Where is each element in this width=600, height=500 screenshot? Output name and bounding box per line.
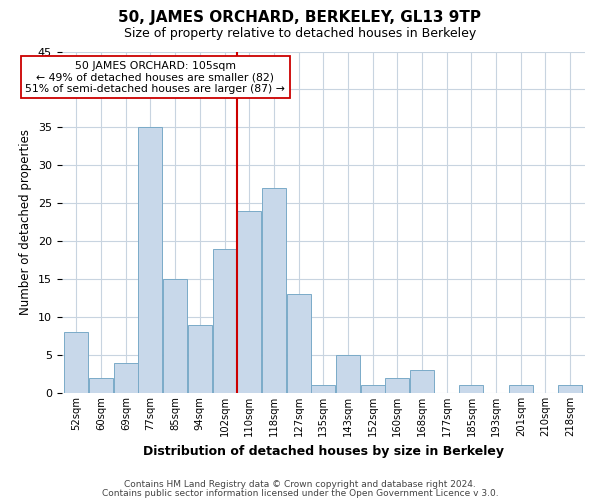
Text: 50, JAMES ORCHARD, BERKELEY, GL13 9TP: 50, JAMES ORCHARD, BERKELEY, GL13 9TP xyxy=(119,10,482,25)
Bar xyxy=(287,294,311,393)
Bar xyxy=(509,386,533,393)
Text: Contains HM Land Registry data © Crown copyright and database right 2024.: Contains HM Land Registry data © Crown c… xyxy=(124,480,476,489)
Bar xyxy=(262,188,286,393)
Bar xyxy=(336,355,360,393)
Bar xyxy=(460,386,484,393)
Bar xyxy=(558,386,582,393)
Bar xyxy=(385,378,409,393)
Bar xyxy=(188,324,212,393)
Bar xyxy=(410,370,434,393)
Bar xyxy=(139,128,163,393)
Text: Contains public sector information licensed under the Open Government Licence v : Contains public sector information licen… xyxy=(101,488,499,498)
Bar xyxy=(163,279,187,393)
X-axis label: Distribution of detached houses by size in Berkeley: Distribution of detached houses by size … xyxy=(143,444,504,458)
Bar xyxy=(212,249,236,393)
Bar xyxy=(361,386,385,393)
Bar xyxy=(311,386,335,393)
Bar xyxy=(64,332,88,393)
Y-axis label: Number of detached properties: Number of detached properties xyxy=(19,130,32,316)
Bar xyxy=(89,378,113,393)
Text: 50 JAMES ORCHARD: 105sqm
← 49% of detached houses are smaller (82)
51% of semi-d: 50 JAMES ORCHARD: 105sqm ← 49% of detach… xyxy=(25,60,286,94)
Text: Size of property relative to detached houses in Berkeley: Size of property relative to detached ho… xyxy=(124,28,476,40)
Bar xyxy=(237,211,261,393)
Bar xyxy=(114,362,138,393)
